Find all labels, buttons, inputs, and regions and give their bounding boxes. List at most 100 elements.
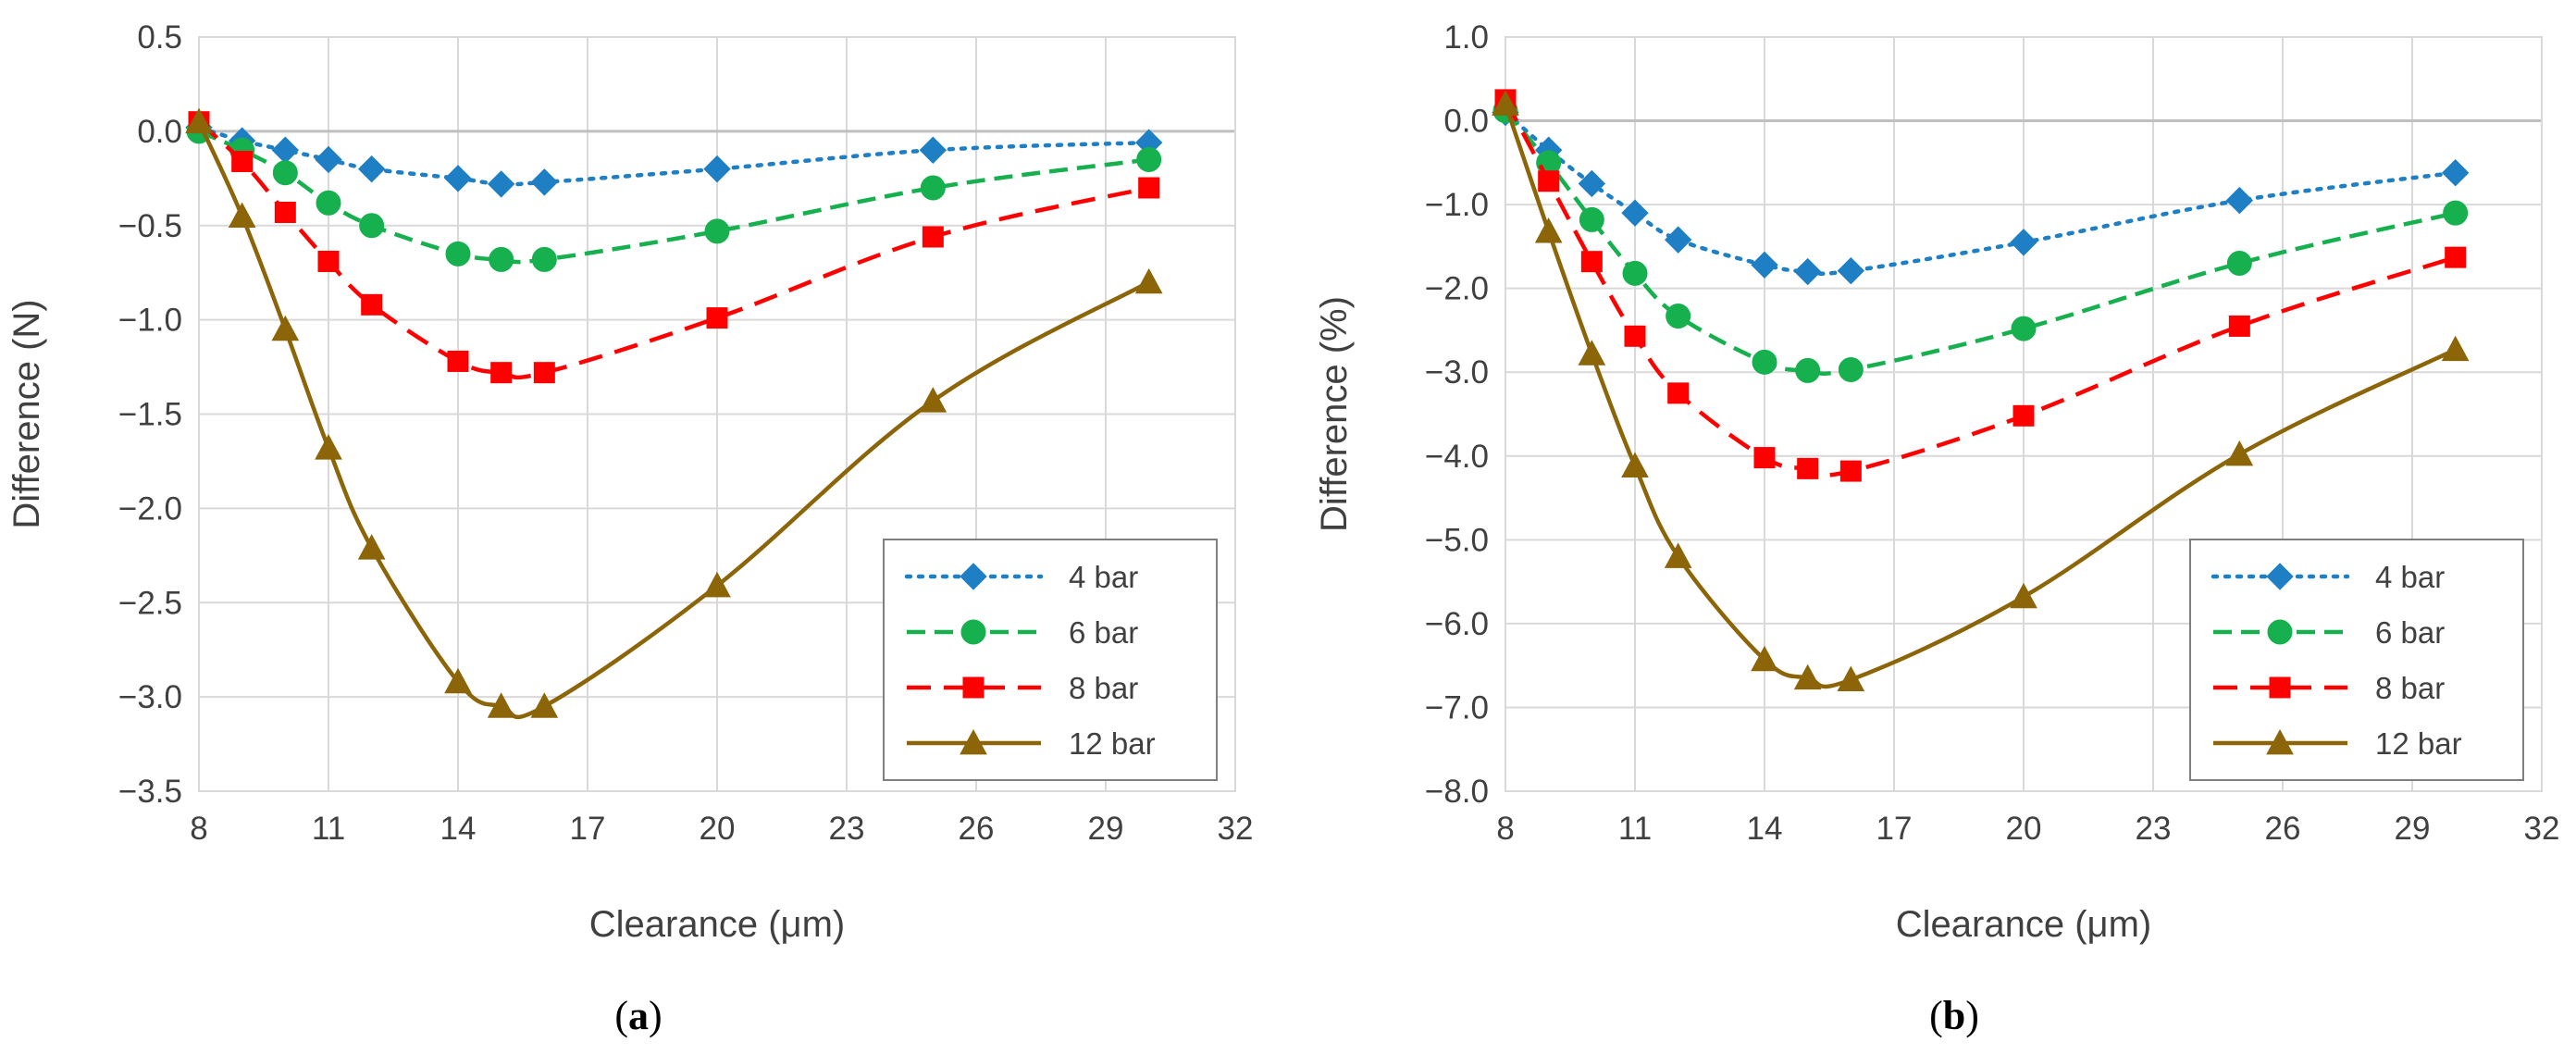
data-point bbox=[1753, 447, 1776, 469]
y-axis-title: Difference (%) bbox=[1314, 296, 1355, 532]
chart-panel-b: 8 11 14 17 20 23 26 29 32 1.0 0.0 −1.0 −2.0 −3.0 −4.0 −… bbox=[1314, 19, 2559, 1038]
y-tick-label: −8.0 bbox=[1425, 774, 1489, 810]
data-point bbox=[2010, 582, 2037, 609]
data-point bbox=[922, 226, 944, 248]
data-point bbox=[445, 241, 471, 267]
series-8-bar bbox=[188, 111, 1160, 384]
data-point bbox=[530, 692, 559, 718]
data-point bbox=[1136, 146, 1162, 172]
x-tick-label: 11 bbox=[1618, 811, 1652, 847]
x-tick-label: 23 bbox=[829, 811, 865, 847]
data-point bbox=[487, 170, 515, 198]
data-point bbox=[1838, 357, 1864, 383]
series-line bbox=[196, 120, 1150, 720]
data-point bbox=[489, 246, 514, 272]
series-line bbox=[1504, 109, 2457, 376]
data-point bbox=[2225, 186, 2254, 215]
data-point bbox=[1664, 226, 1692, 254]
data-point bbox=[1664, 542, 1692, 568]
y-tick-label: −3.0 bbox=[1425, 354, 1489, 391]
legend-marker bbox=[960, 563, 987, 590]
legend-box bbox=[883, 539, 1218, 781]
y-tick-label: −3.0 bbox=[118, 679, 182, 715]
data-point bbox=[2441, 158, 2470, 187]
x-tick-label: 8 bbox=[1496, 811, 1514, 847]
data-point bbox=[2228, 315, 2250, 337]
y-tick-label: 0.0 bbox=[137, 114, 182, 150]
legend-marker bbox=[960, 619, 986, 645]
data-point bbox=[703, 155, 731, 183]
data-point bbox=[1837, 256, 1865, 285]
chart-panel-a: 8 11 14 17 20 23 26 29 32 0.5 0.0 −0.5 −1.0 −1.5 −2.0 −… bbox=[6, 19, 1253, 1038]
plot-area bbox=[1505, 36, 2543, 792]
series-4-bar bbox=[1492, 98, 2470, 286]
data-point bbox=[1837, 665, 1865, 691]
y-tick-label: −1.5 bbox=[118, 397, 182, 433]
series-12-bar bbox=[185, 107, 1163, 720]
x-tick-label: 14 bbox=[1747, 811, 1783, 847]
data-point bbox=[361, 293, 383, 316]
y-tick-label: −7.0 bbox=[1425, 689, 1489, 725]
legend-label: 12 bar bbox=[2375, 726, 2462, 761]
data-point bbox=[1751, 645, 1778, 672]
series-6-bar bbox=[1492, 98, 2469, 383]
x-tick-label: 32 bbox=[1218, 811, 1254, 847]
y-tick-label: −5.0 bbox=[1425, 522, 1489, 558]
x-axis-title: Clearance (μm) bbox=[1896, 904, 2151, 945]
data-point bbox=[1751, 251, 1778, 279]
data-point bbox=[271, 136, 300, 164]
data-point bbox=[359, 213, 385, 239]
data-point bbox=[1622, 260, 1648, 286]
data-point bbox=[444, 667, 472, 694]
data-point bbox=[228, 202, 256, 228]
data-point bbox=[1793, 663, 1822, 690]
legend-marker bbox=[2266, 728, 2294, 755]
data-point bbox=[231, 150, 254, 172]
data-point bbox=[185, 107, 213, 134]
data-point bbox=[317, 250, 340, 272]
data-point bbox=[2226, 251, 2252, 276]
x-tick-label: 23 bbox=[2136, 811, 2172, 847]
data-point bbox=[2011, 316, 2037, 341]
x-tick-label: 11 bbox=[312, 811, 345, 847]
data-point bbox=[2443, 200, 2469, 226]
x-axis-title: Clearance (μm) bbox=[589, 904, 845, 945]
data-point bbox=[706, 307, 728, 329]
data-point bbox=[704, 218, 730, 244]
x-tick-label: 20 bbox=[2006, 811, 2042, 847]
legend-label: 12 bar bbox=[1069, 726, 1156, 761]
data-point bbox=[274, 201, 296, 223]
data-point bbox=[1579, 206, 1604, 232]
data-point bbox=[1624, 325, 1646, 347]
y-tick-label: −0.5 bbox=[118, 208, 182, 244]
legend-marker bbox=[960, 728, 987, 755]
data-point bbox=[447, 350, 469, 372]
x-tick-label: 26 bbox=[959, 811, 995, 847]
data-point bbox=[357, 534, 386, 560]
data-point bbox=[2445, 246, 2467, 268]
data-point bbox=[1793, 257, 1822, 286]
legend-label: 4 bar bbox=[1069, 560, 1138, 594]
data-point bbox=[919, 136, 947, 164]
legend: 4 bar 6 bar 8 bar 12 bar bbox=[883, 539, 1218, 781]
y-tick-label: 1.0 bbox=[1443, 19, 1489, 56]
data-point bbox=[1580, 251, 1603, 273]
data-point bbox=[1797, 457, 1819, 479]
y-tick-label: −2.0 bbox=[118, 490, 182, 527]
y-tick-label: −4.0 bbox=[1425, 439, 1489, 475]
legend-label: 8 bar bbox=[2375, 671, 2445, 705]
data-point bbox=[533, 362, 555, 384]
x-tick-label: 17 bbox=[1876, 811, 1913, 847]
legend-marker bbox=[2266, 563, 2294, 590]
series-6-bar bbox=[186, 118, 1162, 272]
data-point bbox=[272, 160, 298, 186]
x-tick-label: 17 bbox=[570, 811, 606, 847]
x-tick-label: 8 bbox=[190, 811, 207, 847]
data-point bbox=[444, 165, 472, 192]
legend-label: 6 bar bbox=[1069, 615, 1138, 650]
y-tick-label: 0.5 bbox=[137, 19, 182, 56]
y-tick-label: −2.0 bbox=[1425, 271, 1489, 307]
series-line bbox=[1503, 110, 2458, 277]
data-point bbox=[1534, 217, 1563, 243]
